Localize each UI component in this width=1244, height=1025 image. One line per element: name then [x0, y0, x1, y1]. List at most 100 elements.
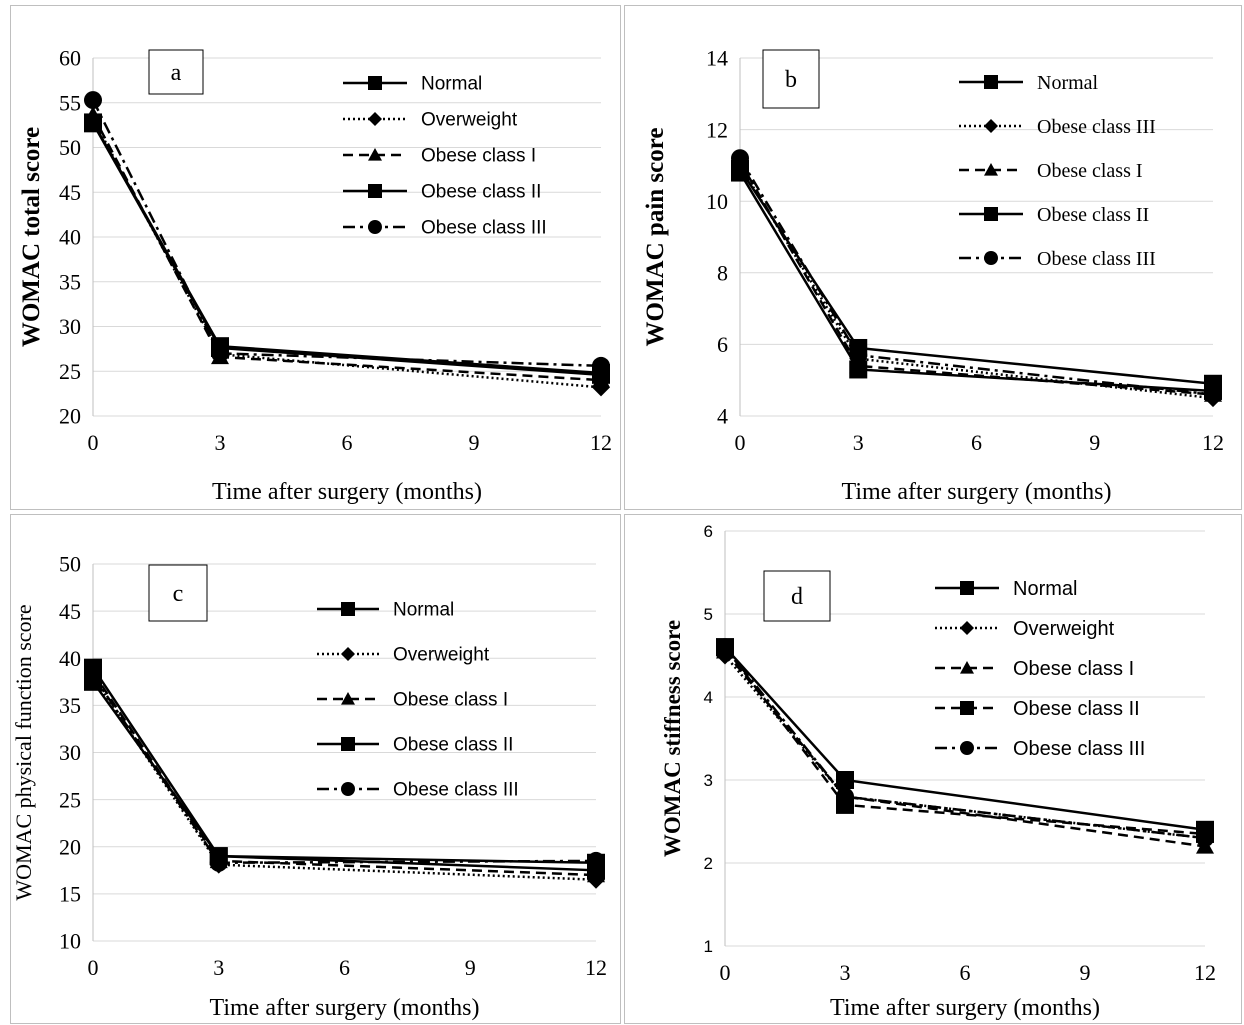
x-tick-label: 6 — [339, 955, 350, 980]
panel-label: d — [791, 584, 803, 610]
legend-label: Obese class III — [1037, 116, 1156, 138]
data-point-series-5 — [1196, 829, 1214, 848]
legend-marker — [368, 112, 382, 126]
legend-marker — [960, 701, 974, 715]
series-line-2 — [91, 676, 597, 881]
legend-marker — [984, 163, 998, 176]
chart-panel-a: 20 25 30 35 40 45 50 55 60 0 3 6 9 12 Time after surge… — [10, 5, 621, 510]
x-tick-label: 12 — [1194, 960, 1216, 985]
panel-label: a — [171, 60, 182, 86]
legend-label: Obese class III — [1013, 738, 1145, 760]
y-tick-label: 14 — [706, 46, 728, 71]
series-line-2 — [738, 164, 1214, 400]
y-tick-label: 8 — [717, 261, 728, 286]
x-axis-label: Time after surgery (months) — [210, 995, 480, 1021]
legend-marker — [341, 782, 355, 796]
legend-label: Obese class III — [393, 780, 519, 801]
legend-marker — [341, 692, 355, 705]
legend-label: Obese class I — [1037, 160, 1143, 182]
x-axis-label: Time after surgery (months) — [830, 995, 1100, 1021]
y-axis-label: WOMAC stiffness score — [660, 620, 685, 857]
legend-marker — [960, 741, 974, 755]
legend-label: Obese class III — [421, 218, 547, 239]
legend-label: Normal — [1013, 578, 1077, 600]
x-tick-label: 6 — [342, 430, 353, 455]
x-tick-label: 3 — [853, 430, 864, 455]
legend-label: Obese class III — [1037, 248, 1156, 270]
legend-label: Normal — [421, 74, 482, 95]
data-point-series-5 — [731, 149, 749, 168]
y-axis-label: WOMAC total score — [18, 127, 45, 347]
legend-marker — [341, 647, 355, 661]
data-point-series-5 — [836, 787, 854, 806]
legend-marker — [368, 220, 382, 234]
x-tick-label: 0 — [720, 960, 731, 985]
y-tick-label: 50 — [59, 135, 81, 160]
y-tick-label: 20 — [59, 834, 81, 859]
y-tick-label: 30 — [59, 314, 81, 339]
data-point-series-5 — [84, 91, 102, 110]
series-line-4 — [91, 666, 597, 865]
y-tick-label: 1 — [704, 937, 713, 956]
y-tick-label: 50 — [59, 552, 81, 577]
data-point-series-5 — [849, 346, 868, 365]
y-axis-label: WOMAC pain score — [642, 128, 669, 347]
x-axis-label: Time after surgery (months) — [842, 479, 1112, 505]
legend-marker — [984, 251, 998, 265]
legend-label: Normal — [1037, 72, 1099, 94]
x-tick-label: 3 — [215, 430, 226, 455]
x-tick-label: 9 — [1089, 430, 1100, 455]
panel-label-box — [762, 49, 820, 109]
x-tick-label: 9 — [1080, 960, 1091, 985]
legend-label: Overweight — [421, 110, 518, 131]
y-tick-label: 4 — [717, 404, 728, 429]
x-axis-label: Time after surgery (months) — [212, 479, 482, 505]
legend-label: Overweight — [393, 645, 490, 666]
data-point-series-5 — [587, 851, 605, 870]
legend-label: Normal — [393, 600, 454, 621]
legend-marker — [960, 621, 974, 635]
legend-marker — [960, 581, 974, 595]
y-tick-label: 45 — [59, 599, 81, 624]
legend-marker — [341, 737, 355, 751]
chart-panel-d: 1 2 3 4 5 6 0 3 6 9 12 Time after surgery (months) W… — [624, 514, 1242, 1024]
chart-panel-b: 4 6 8 10 12 14 0 3 6 9 12 Time after surgery (month… — [624, 5, 1242, 510]
x-tick-label: 9 — [465, 955, 476, 980]
x-tick-label: 6 — [960, 960, 971, 985]
y-tick-label: 60 — [59, 46, 81, 71]
chart-panel-c: 10 15 20 25 30 35 40 45 50 0 3 6 9 12 Time after surge… — [10, 514, 621, 1024]
y-tick-label: 25 — [59, 787, 81, 812]
data-point-series-4 — [84, 114, 102, 133]
data-point-series-4 — [849, 360, 868, 379]
y-tick-label: 6 — [717, 332, 728, 357]
data-point-series-3 — [587, 866, 605, 883]
x-tick-label: 12 — [1202, 430, 1224, 455]
chart-c: 10 15 20 25 30 35 40 45 50 0 3 6 9 12 Time after surge… — [11, 552, 607, 1021]
panel-label: b — [785, 67, 797, 93]
y-tick-label: 40 — [59, 225, 81, 250]
data-point-series-5 — [716, 638, 734, 657]
legend-marker — [341, 602, 355, 616]
y-tick-label: 5 — [704, 605, 713, 624]
legend-label: Overweight — [1013, 618, 1115, 640]
x-tick-label: 0 — [88, 430, 99, 455]
legend-marker — [984, 119, 998, 133]
y-tick-label: 30 — [59, 740, 81, 765]
y-axis-label: WOMAC physical function score — [11, 604, 36, 900]
data-point-series-1 — [836, 771, 854, 789]
data-point-series-5 — [84, 666, 102, 685]
chart-a: 20 25 30 35 40 45 50 55 60 0 3 6 9 12 Time after surge… — [18, 46, 612, 505]
x-tick-label: 12 — [585, 955, 607, 980]
legend-label: Obese class I — [393, 690, 508, 711]
y-tick-label: 10 — [59, 929, 81, 954]
x-tick-label: 0 — [735, 430, 746, 455]
y-tick-label: 40 — [59, 646, 81, 671]
y-tick-label: 6 — [704, 522, 713, 541]
y-tick-label: 2 — [704, 854, 713, 873]
legend-marker — [368, 184, 382, 198]
panel-label-box — [148, 49, 204, 95]
legend-marker — [984, 207, 998, 221]
y-tick-label: 25 — [59, 359, 81, 384]
y-tick-label: 4 — [704, 688, 713, 707]
legend-label: Obese class II — [1037, 204, 1149, 226]
